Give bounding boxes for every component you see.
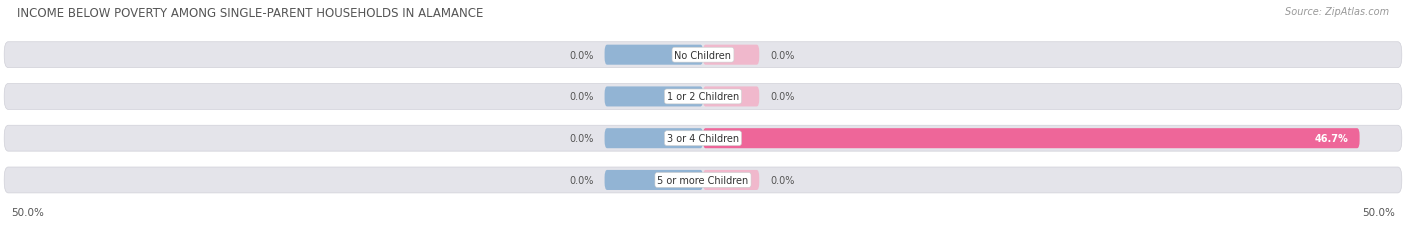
Text: 5 or more Children: 5 or more Children bbox=[658, 175, 748, 185]
Text: 0.0%: 0.0% bbox=[569, 50, 593, 61]
Text: 3 or 4 Children: 3 or 4 Children bbox=[666, 134, 740, 144]
Text: 0.0%: 0.0% bbox=[770, 50, 794, 61]
Text: 0.0%: 0.0% bbox=[569, 92, 593, 102]
FancyBboxPatch shape bbox=[605, 170, 703, 190]
FancyBboxPatch shape bbox=[4, 84, 1402, 110]
FancyBboxPatch shape bbox=[703, 46, 759, 65]
FancyBboxPatch shape bbox=[4, 126, 1402, 152]
Text: 0.0%: 0.0% bbox=[569, 175, 593, 185]
Text: 50.0%: 50.0% bbox=[11, 207, 44, 218]
FancyBboxPatch shape bbox=[4, 43, 1402, 68]
Text: INCOME BELOW POVERTY AMONG SINGLE-PARENT HOUSEHOLDS IN ALAMANCE: INCOME BELOW POVERTY AMONG SINGLE-PARENT… bbox=[17, 7, 484, 20]
FancyBboxPatch shape bbox=[605, 87, 703, 107]
FancyBboxPatch shape bbox=[605, 129, 703, 149]
Text: Source: ZipAtlas.com: Source: ZipAtlas.com bbox=[1285, 7, 1389, 17]
Text: 1 or 2 Children: 1 or 2 Children bbox=[666, 92, 740, 102]
FancyBboxPatch shape bbox=[703, 87, 759, 107]
Text: 0.0%: 0.0% bbox=[770, 175, 794, 185]
Text: 0.0%: 0.0% bbox=[770, 92, 794, 102]
Text: 46.7%: 46.7% bbox=[1315, 134, 1348, 144]
FancyBboxPatch shape bbox=[605, 46, 703, 65]
Text: 50.0%: 50.0% bbox=[1362, 207, 1395, 218]
FancyBboxPatch shape bbox=[703, 170, 759, 190]
Text: No Children: No Children bbox=[675, 50, 731, 61]
FancyBboxPatch shape bbox=[4, 167, 1402, 193]
FancyBboxPatch shape bbox=[703, 129, 1360, 149]
Text: 0.0%: 0.0% bbox=[569, 134, 593, 144]
